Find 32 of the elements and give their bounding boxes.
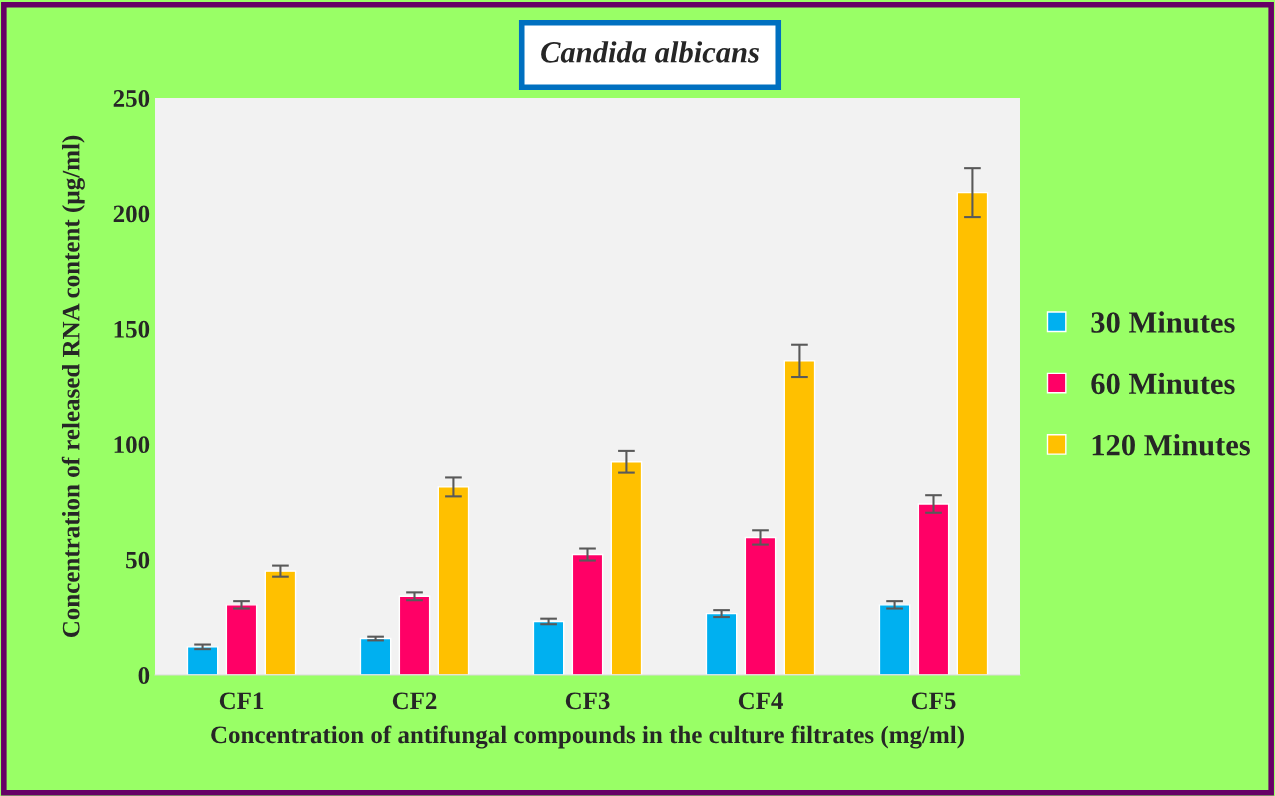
bar xyxy=(610,461,643,675)
x-tick-label: CF5 xyxy=(911,692,956,710)
chart-title: Candida albicans xyxy=(541,41,759,63)
legend-label: 30 Minutes xyxy=(1091,311,1235,333)
y-axis-title: Concentration of released RNA content (µg/ml) xyxy=(61,135,85,638)
bar xyxy=(917,503,950,675)
y-tick-label: 50 xyxy=(126,551,150,569)
y-tick-label: 150 xyxy=(114,320,150,338)
x-tick-label: CF2 xyxy=(392,692,437,710)
bar xyxy=(186,646,219,675)
bar xyxy=(956,191,989,675)
x-axis-title: Concentration of antifungal compounds in the culture filtrates (mg/ml) xyxy=(211,725,964,749)
bar xyxy=(437,486,470,675)
bar xyxy=(532,620,565,675)
bar xyxy=(744,536,777,675)
bar xyxy=(264,570,297,675)
bar xyxy=(359,637,392,675)
legend-label: 120 Minutes xyxy=(1092,433,1250,456)
bar xyxy=(705,612,738,675)
y-tick-label: 0 xyxy=(138,667,150,684)
bar xyxy=(783,360,816,675)
bar xyxy=(225,604,258,675)
bar xyxy=(878,604,911,675)
x-tick-label: CF3 xyxy=(565,692,610,710)
y-tick-label: 100 xyxy=(114,436,150,454)
y-tick-label: 250 xyxy=(113,90,150,107)
legend-label: 60 Minutes xyxy=(1091,372,1235,395)
bar xyxy=(398,595,431,675)
y-tick-label: 200 xyxy=(113,205,150,223)
bar xyxy=(571,553,604,675)
x-tick-label: CF1 xyxy=(219,692,264,710)
x-tick-label: CF4 xyxy=(738,692,783,710)
